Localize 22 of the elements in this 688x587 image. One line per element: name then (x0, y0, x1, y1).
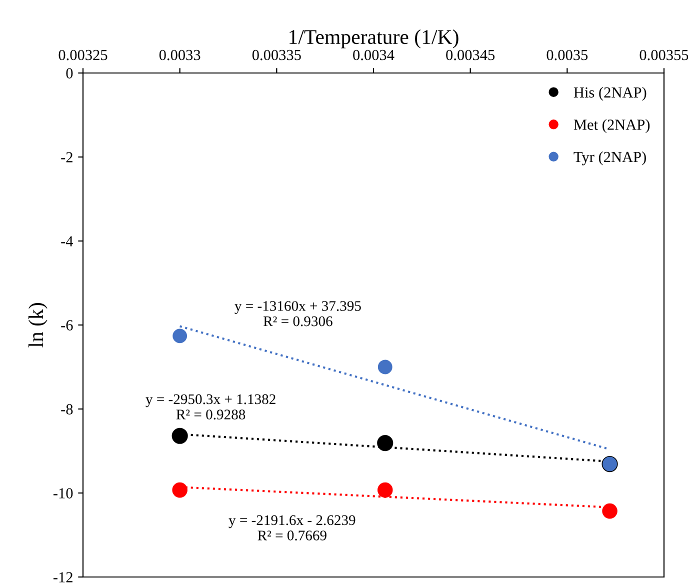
x-tick-label: 0.00335 (252, 50, 301, 60)
x-tick-label: 0.0035 (546, 50, 588, 60)
x-tick-label: 0.00345 (446, 50, 495, 60)
legend-label: Tyr (2NAP) (574, 151, 646, 166)
y-tick-label: -4 (61, 236, 74, 246)
y-tick-label: -2 (61, 152, 72, 162)
annotation: y = -2191.6x - 2.6239 R² = 0.7669 (228, 515, 356, 540)
y-axis-title: ln (k) (28, 303, 48, 348)
x-tick-label: 0.0034 (353, 50, 394, 60)
annotation: y = -13160x + 37.395 R² = 0.9306 (234, 301, 361, 326)
y-tick-label: 0 (66, 68, 73, 78)
x-tick-label: 0.00325 (58, 50, 108, 60)
legend-label: Met (2NAP) (574, 119, 650, 133)
y-tick-label: -8 (61, 404, 73, 414)
y-tick-label: -6 (61, 320, 73, 330)
x-tick-label: 0.00355 (640, 50, 688, 60)
x-tick-label: 0.0033 (159, 50, 200, 60)
annotation: y = -2950.3x + 1.1382 R² = 0.9288 (146, 394, 276, 420)
legend-label: His (2NAP) (574, 86, 646, 101)
y-tick-label: -12 (53, 572, 72, 582)
x-axis-title: 1/Temperature (1/K) (290, 29, 458, 48)
y-tick-label: -10 (53, 488, 73, 498)
